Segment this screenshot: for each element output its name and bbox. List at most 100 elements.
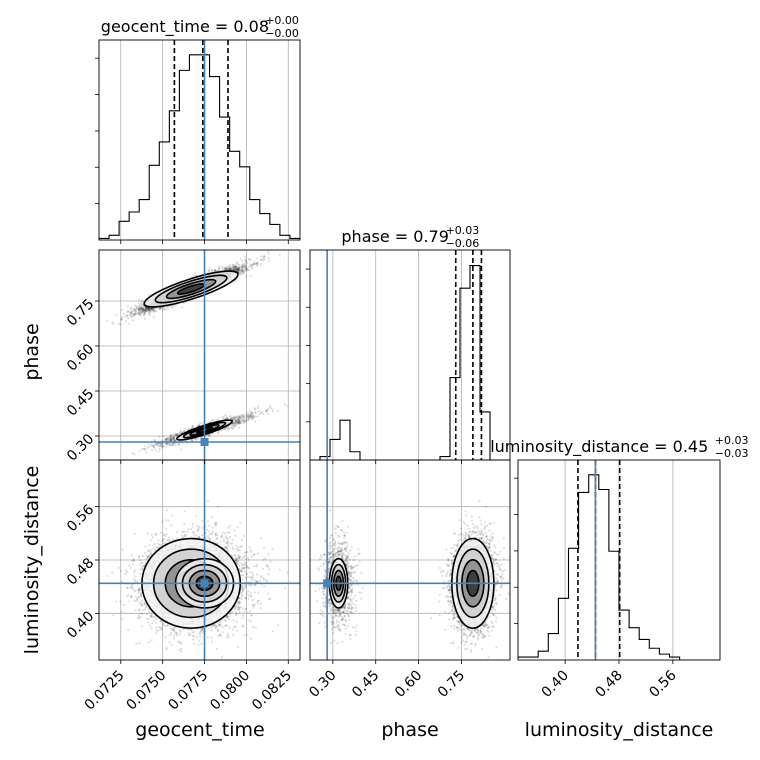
sample-point <box>241 263 244 266</box>
sample-point <box>234 265 237 268</box>
sample-point <box>240 271 243 274</box>
sample-point <box>236 269 239 272</box>
sample-point <box>152 309 155 312</box>
sample-point <box>244 266 247 269</box>
sample-point <box>162 308 165 311</box>
sample-point <box>261 259 264 262</box>
sample-point <box>152 307 155 310</box>
sample-point <box>147 307 150 310</box>
sample-point <box>247 268 250 272</box>
sample-point <box>228 267 231 270</box>
sample-point <box>142 308 145 311</box>
sample-point <box>237 267 240 270</box>
sample-point <box>264 255 267 258</box>
sample-point <box>138 304 141 307</box>
sample-point <box>238 269 241 272</box>
sample-point <box>223 268 226 271</box>
histogram-luminosity_distance <box>518 474 720 660</box>
sample-point <box>143 311 146 314</box>
sample-point <box>144 308 147 311</box>
sample-point <box>143 305 146 308</box>
sample-point <box>242 263 245 266</box>
hist-panel-luminosity_distance <box>514 459 721 661</box>
sample-point <box>145 310 148 313</box>
sample-point <box>247 268 250 271</box>
sample-point <box>171 305 174 308</box>
sample-point <box>143 313 146 316</box>
sample-point <box>138 310 141 314</box>
sample-point <box>131 315 134 318</box>
sample-point <box>240 268 243 271</box>
sample-point <box>138 299 141 302</box>
sample-point <box>145 307 148 310</box>
sample-point <box>142 309 145 312</box>
sample-point <box>235 267 238 270</box>
sample-point <box>144 312 147 315</box>
sample-point <box>148 308 151 312</box>
sample-point <box>133 307 136 310</box>
sample-point <box>237 268 240 271</box>
sample-point <box>147 312 150 315</box>
sample-point <box>148 310 151 314</box>
sample-point <box>138 308 141 311</box>
sample-point <box>244 262 247 265</box>
sample-point <box>148 308 151 311</box>
sample-point <box>225 267 228 270</box>
sample-point <box>145 307 148 310</box>
sample-point <box>245 268 248 271</box>
sample-point <box>243 264 246 267</box>
panel-frame <box>98 39 301 241</box>
sample-point <box>242 271 245 274</box>
sample-point <box>143 307 146 310</box>
sample-point <box>235 261 238 264</box>
sample-point <box>232 266 235 269</box>
sample-point <box>138 307 142 310</box>
sample-point <box>235 267 238 270</box>
sample-point <box>263 258 266 261</box>
sample-point <box>226 417 229 420</box>
sample-point <box>152 310 155 313</box>
sample-point <box>245 267 248 270</box>
sample-point <box>237 269 240 272</box>
sample-point <box>143 317 146 320</box>
sample-point <box>140 310 143 313</box>
sample-point <box>152 315 155 319</box>
sample-point <box>243 416 246 419</box>
sample-point <box>137 312 140 315</box>
sample-point <box>245 261 248 264</box>
sample-point <box>147 308 150 311</box>
sample-point <box>249 265 252 268</box>
sample-point <box>130 311 133 314</box>
sample-point <box>140 308 143 311</box>
sample-point <box>244 258 247 261</box>
sample-point <box>259 258 262 261</box>
sample-point <box>256 265 259 268</box>
sample-point <box>141 307 144 310</box>
sample-point <box>248 257 251 260</box>
sample-point <box>234 265 238 268</box>
sample-point <box>238 267 241 271</box>
sample-point <box>135 312 138 315</box>
sample-point <box>234 264 238 267</box>
sample-point <box>148 309 151 312</box>
sample-point <box>128 310 131 313</box>
sample-point <box>233 268 236 271</box>
sample-point <box>132 313 135 316</box>
sample-point <box>132 313 135 316</box>
sample-point <box>234 268 237 271</box>
sample-point <box>267 250 270 253</box>
sample-point <box>144 308 147 311</box>
sample-point <box>124 315 127 318</box>
sample-point <box>139 311 142 314</box>
sample-point <box>237 266 240 269</box>
sample-point <box>140 301 143 304</box>
sample-point <box>140 312 143 315</box>
sample-point <box>130 315 133 319</box>
sample-point <box>237 267 240 270</box>
sample-point <box>152 307 155 310</box>
sample-point <box>141 308 144 311</box>
sample-point <box>231 268 234 271</box>
sample-point <box>283 403 287 406</box>
sample-point <box>231 266 234 269</box>
sample-point <box>268 252 271 255</box>
